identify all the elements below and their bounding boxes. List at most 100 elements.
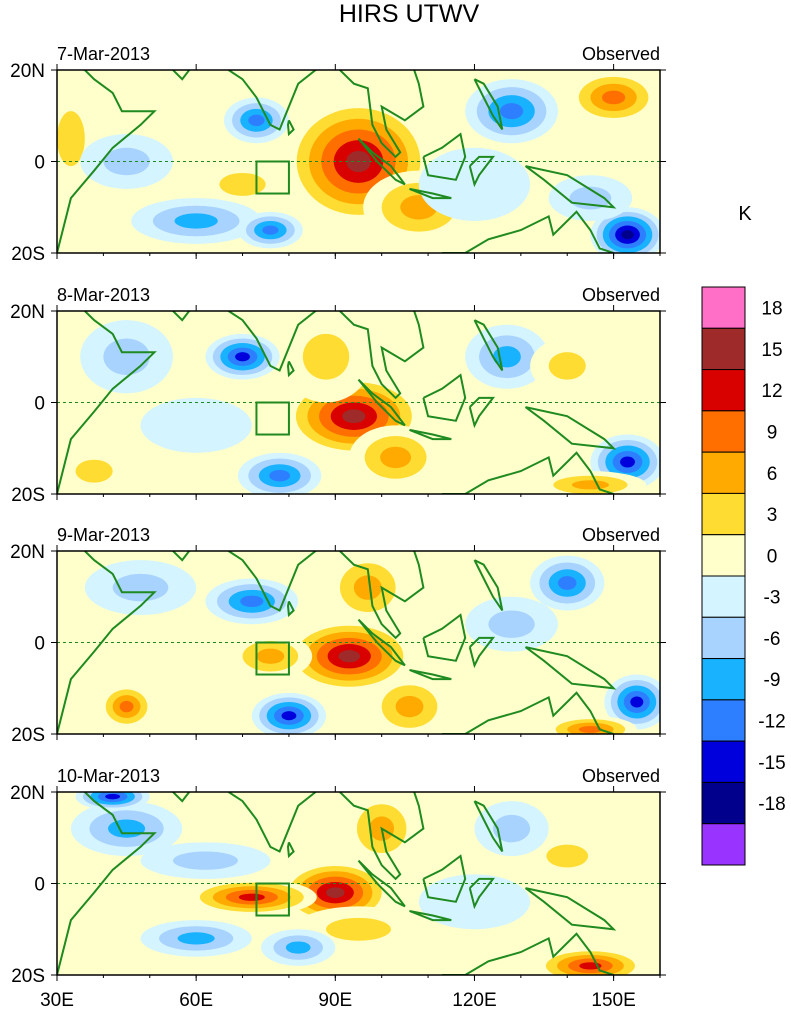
anomaly-contour [238, 893, 265, 901]
colorbar-unit-label: K [738, 203, 752, 225]
y-tick-label: 0 [34, 875, 45, 896]
x-tick-label: 150E [591, 990, 635, 1011]
coastline [473, 800, 504, 853]
colorbar-swatch [701, 327, 746, 371]
coastline [57, 792, 157, 975]
colorbar-level-label: -12 [758, 712, 785, 733]
anomaly-contour [326, 917, 391, 941]
coastline [524, 406, 617, 450]
coastline [524, 646, 617, 690]
colorbar-swatch [701, 410, 746, 453]
coastline [409, 669, 452, 681]
panel-date: 10-Mar-2013 [57, 766, 160, 786]
coastline [442, 210, 614, 253]
coastline [468, 636, 496, 669]
anomaly-contour [119, 700, 134, 713]
colorbar-swatch [701, 740, 746, 783]
study-region-box [255, 882, 290, 917]
colorbar-swatch [701, 699, 746, 742]
colorbar: 18 15 12 9 6 3 0 -3 -6 -9 -12 -15 -18 [701, 286, 786, 866]
y-tick-label: 20S [11, 244, 45, 265]
colorbar-level-label: 6 [767, 464, 778, 485]
anomaly-contour [103, 338, 150, 376]
colorbar-swatch [701, 781, 746, 825]
anomaly-contour [353, 575, 382, 600]
map-panel: 20N 0 20S 8-Mar-2013 Observed [10, 285, 666, 506]
anomaly-contour [546, 844, 589, 868]
colorbar-level-label: 0 [767, 546, 778, 567]
map-panels: 20N 0 20S 7-Mar-2013 Observed 20N 0 20S 8-Mar-20… [10, 44, 666, 987]
anomaly-contour [578, 725, 603, 733]
anomaly-contour [140, 397, 252, 453]
anomaly-contour [177, 932, 215, 945]
anomaly-contour [262, 225, 279, 235]
colorbar-swatch [701, 823, 746, 866]
coastline [286, 360, 295, 378]
anomaly-contour [103, 147, 150, 176]
coastline [468, 155, 496, 188]
y-tick-label: 20N [10, 542, 45, 563]
panel-label: Observed [582, 766, 660, 786]
coastline [228, 551, 318, 612]
anomaly-contour [571, 480, 609, 490]
anomaly-contour [248, 114, 265, 127]
anomaly-contour [602, 90, 626, 105]
coastline [228, 70, 318, 131]
colorbar-level-label: -15 [758, 753, 785, 774]
coastline [442, 932, 614, 975]
anomaly-contour [620, 456, 635, 468]
colorbar-level-label: 18 [761, 299, 782, 320]
colorbar-level-label: -18 [758, 794, 785, 815]
y-tick-label: 0 [34, 394, 45, 415]
coastline [409, 187, 452, 200]
coastline [422, 132, 467, 181]
anomaly-contour [174, 213, 218, 229]
panel-label: Observed [582, 285, 660, 305]
colorbar-level-label: 15 [761, 340, 782, 361]
colorbar-swatch [701, 286, 746, 329]
x-tick-label: 60E [179, 990, 213, 1011]
y-tick-label: 20N [10, 783, 45, 804]
colorbar-swatch [701, 492, 746, 536]
anomaly-contour [418, 874, 531, 930]
colorbar-level-label: 9 [767, 423, 778, 444]
y-tick-label: 20N [10, 302, 45, 323]
coastline [228, 311, 318, 372]
coastline [473, 319, 504, 372]
study-region-box [255, 160, 290, 195]
colorbar-swatch [701, 369, 746, 412]
coastline [422, 373, 467, 422]
coastline [286, 119, 295, 137]
anomaly-contour [380, 446, 412, 469]
anomaly-contour [493, 814, 531, 843]
coastline [228, 792, 318, 853]
anomaly-contour [57, 111, 85, 167]
coastline [172, 792, 191, 803]
panel-date: 7-Mar-2013 [57, 44, 150, 64]
coastline [422, 613, 467, 662]
colorbar-level-label: -9 [764, 670, 781, 691]
anomaly-contour [548, 352, 586, 380]
colorbar-swatch [701, 575, 746, 618]
y-tick-label: 20S [11, 966, 45, 987]
utwv-anomaly-field [57, 311, 660, 494]
anomaly-contour [338, 650, 361, 663]
colorbar-level-label: 12 [761, 381, 782, 402]
colorbar-swatch [701, 616, 746, 660]
coastline [473, 78, 504, 131]
coastline [468, 396, 496, 429]
y-tick-label: 20N [10, 61, 45, 82]
anomaly-contour [108, 819, 146, 838]
y-tick-label: 20S [11, 485, 45, 506]
coastline [172, 70, 191, 81]
coastline [172, 311, 191, 322]
anomaly-contour [172, 851, 238, 870]
colorbar-level-label: -3 [764, 588, 781, 609]
study-region-box [255, 641, 290, 676]
coastline [409, 428, 452, 441]
anomaly-contour [269, 469, 291, 482]
coastline [172, 551, 191, 562]
colorbar-swatch [701, 451, 746, 494]
coastline [57, 70, 157, 253]
